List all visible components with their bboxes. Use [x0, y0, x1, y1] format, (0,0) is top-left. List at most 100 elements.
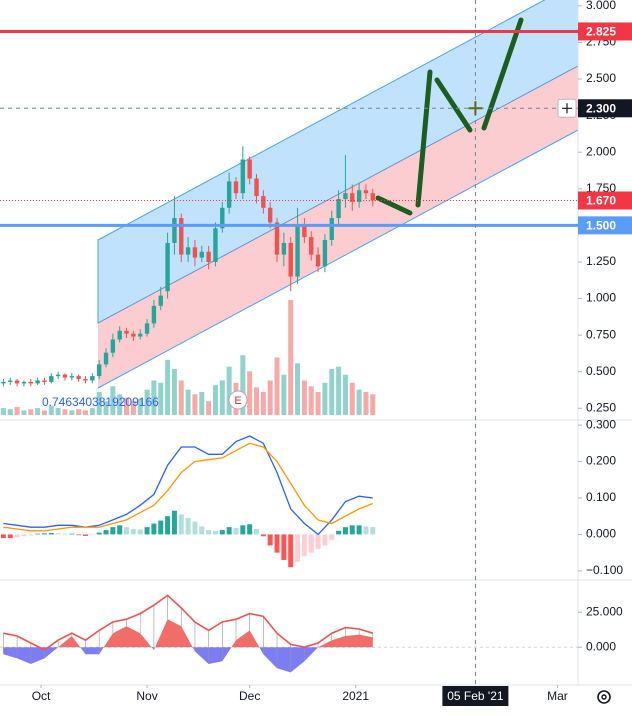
volume-bar [370, 394, 376, 415]
candle-body [302, 225, 307, 238]
osc-line [3, 594, 374, 651]
candle-body [62, 374, 68, 378]
histogram-bar [212, 530, 218, 535]
volume-bar [260, 392, 266, 415]
volume-bar [144, 389, 150, 415]
candle-body [309, 237, 314, 255]
histogram-bar [247, 524, 253, 535]
x-tick-label: Nov [136, 689, 157, 703]
candle-body [226, 181, 232, 208]
candle-body [96, 364, 102, 377]
histogram-bar [62, 533, 68, 535]
event-marker [228, 390, 248, 410]
annotation: 0.7463403819209166 [42, 395, 159, 409]
histogram-bar [329, 534, 335, 540]
histogram-bar [55, 533, 61, 535]
candle-body [117, 330, 122, 340]
price-tag [578, 22, 632, 41]
candle-body [350, 193, 355, 202]
candle-body [144, 323, 150, 334]
candle-body [322, 240, 328, 267]
candle-body [363, 190, 369, 194]
osc-area-up [58, 619, 373, 648]
volume-bar [274, 357, 280, 415]
gear-icon[interactable] [597, 690, 611, 704]
y-tick-label: 1.000 [586, 291, 616, 305]
histogram-bar [14, 534, 20, 538]
volume-bar [7, 409, 13, 415]
histogram-bar [322, 534, 328, 546]
candle-body [138, 333, 143, 337]
histogram-bar [185, 518, 191, 535]
histogram-bar [21, 534, 27, 537]
volume-bar [315, 392, 321, 415]
volume-bar [28, 409, 34, 415]
volume-bar [48, 405, 54, 415]
candle-body [124, 330, 129, 334]
candle-body [288, 242, 293, 277]
volume-bar [124, 397, 130, 415]
candle-body [76, 376, 81, 380]
volume-bar [356, 389, 362, 415]
crosshair-price-label: 2.300 [586, 101, 616, 115]
gear-icon[interactable] [601, 694, 607, 700]
x-tick-label: Dec [239, 689, 260, 703]
histogram-bar [342, 527, 348, 535]
histogram-bar [267, 534, 273, 546]
candle-body [14, 380, 20, 384]
volume-bar [219, 380, 225, 415]
volume-bar [226, 366, 232, 415]
candle-body [329, 218, 334, 240]
histogram-bar [370, 527, 376, 535]
price-tag-label: 1.670 [586, 194, 616, 208]
histogram-bar [144, 527, 150, 535]
histogram-bar [89, 534, 95, 536]
volume-bar [35, 408, 41, 415]
volume-bar [76, 409, 82, 415]
candle-body [49, 376, 54, 382]
histogram-bar [288, 534, 294, 568]
candle-body [110, 339, 116, 353]
volume-bar [308, 386, 314, 415]
volume-bar [96, 392, 102, 415]
candle-body [220, 207, 225, 229]
candle-body [35, 380, 40, 384]
histogram-bar [336, 530, 342, 535]
volume-bar [301, 380, 307, 415]
y-tick-label: 1.750 [586, 181, 616, 195]
histogram-bar [363, 526, 369, 535]
volume-bar [336, 366, 342, 415]
candle-body [274, 222, 280, 255]
candle-body [8, 380, 13, 382]
volume-bar [0, 408, 6, 415]
candle-body [336, 199, 341, 219]
y-tick-label: 2.500 [586, 71, 616, 85]
y-tick-label: 0.750 [586, 327, 616, 341]
candle-body [240, 159, 246, 194]
y-tick-label: 2.000 [586, 144, 616, 158]
candle-body [83, 379, 88, 381]
candle-body [213, 228, 218, 262]
osc-area-down [3, 647, 319, 673]
candle-body [69, 376, 75, 378]
histogram-bar [83, 534, 89, 536]
histogram-bar [41, 533, 47, 535]
histogram-bar [69, 533, 75, 535]
histogram-bar [301, 534, 307, 557]
settings-button[interactable] [597, 690, 611, 704]
y-tick-label: 0.250 [586, 400, 616, 414]
volume-bar [103, 401, 109, 415]
candle-body [199, 251, 204, 258]
histogram-bar [28, 534, 34, 536]
candle-body [103, 352, 109, 365]
volume-bar [363, 392, 369, 415]
macd-line [3, 435, 373, 536]
channel-bottom [97, 129, 579, 389]
histogram-bar [76, 534, 82, 536]
volume-bar [137, 398, 143, 415]
y-tick-label: 0.500 [586, 364, 616, 378]
y-tick-label: 25.000 [586, 604, 623, 618]
x-tick-label: 2021 [342, 689, 369, 703]
